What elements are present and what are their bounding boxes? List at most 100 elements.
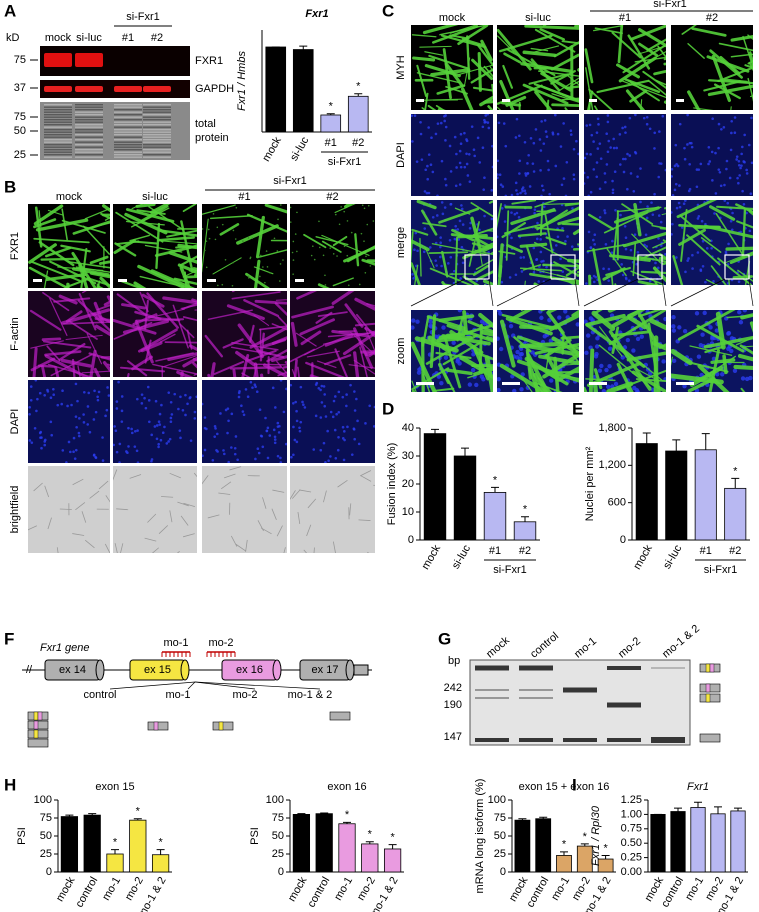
fiber: [277, 316, 287, 328]
nucleus: [459, 142, 463, 146]
nucleus: [159, 438, 163, 442]
nucleus: [50, 433, 54, 437]
fiber: [520, 310, 524, 312]
fiber: [501, 313, 552, 329]
fiber: [122, 319, 169, 334]
zoom-line: [496, 278, 552, 307]
band: [75, 114, 103, 116]
cell-outline: [113, 469, 118, 481]
fiber: [685, 360, 729, 373]
lane-label: control: [528, 630, 561, 660]
row-label: zoom: [395, 338, 407, 365]
cell-outline: [358, 519, 371, 521]
nucleus: [740, 164, 743, 167]
isoform: [27, 738, 49, 748]
fiber: [677, 310, 736, 341]
nucleus: [628, 116, 632, 120]
y-axis-label: PSI: [16, 827, 28, 845]
nucleus: [140, 393, 144, 396]
fiber: [497, 203, 502, 229]
nucleus: [587, 230, 591, 234]
exon-end: [345, 659, 355, 681]
fiber: [533, 282, 540, 285]
x-tick-label: mo-1: [549, 875, 572, 903]
nucleus: [744, 376, 750, 382]
marker-label: 147: [444, 731, 462, 743]
fiber: [44, 350, 82, 357]
fiber: [177, 263, 197, 275]
fiber: [711, 54, 732, 103]
speck: [234, 238, 237, 240]
band: [143, 121, 171, 123]
fiber: [470, 202, 493, 218]
treatment-label: mo-2: [232, 689, 257, 701]
fiber: [544, 202, 579, 205]
band: [114, 146, 142, 148]
nucleus: [682, 329, 688, 334]
nucleus: [113, 443, 116, 447]
fiber: [572, 247, 579, 251]
cell-outline: [220, 481, 232, 490]
nucleus: [518, 159, 522, 163]
error-bar: [111, 849, 119, 854]
error-bar: [580, 843, 589, 847]
nucleus: [481, 146, 485, 149]
nucleus: [455, 152, 458, 156]
y-tick-label: 0: [46, 866, 52, 878]
nucleus: [508, 276, 512, 279]
nucleus: [368, 404, 371, 408]
fiber: [157, 236, 195, 242]
fiber: [561, 335, 565, 355]
speck: [249, 256, 252, 259]
nucleus: [671, 193, 675, 196]
nucleus: [572, 147, 576, 151]
nucleus: [486, 114, 489, 116]
nucleus: [222, 449, 225, 452]
nucleus: [465, 139, 469, 143]
nucleus: [645, 216, 649, 220]
cell-outline: [158, 525, 169, 535]
fiber: [706, 55, 750, 73]
y-tick-label: 10: [402, 506, 414, 518]
nucleus: [443, 114, 446, 118]
nucleus: [74, 382, 78, 386]
nucleus: [569, 129, 573, 133]
fiber: [65, 334, 103, 341]
fiber: [460, 87, 474, 110]
fiber: [737, 353, 753, 362]
band: [75, 104, 103, 106]
fiber: [520, 375, 533, 392]
band: [75, 146, 103, 148]
fiber: [114, 242, 137, 257]
nucleus: [498, 346, 504, 352]
band: [75, 136, 103, 138]
x-tick-label: #2: [352, 137, 364, 149]
nucleus: [673, 164, 677, 168]
fiber: [532, 373, 549, 392]
significance: *: [583, 831, 588, 843]
nucleus: [713, 212, 716, 215]
bar: [106, 853, 124, 873]
nucleus: [435, 214, 439, 217]
fiber: [93, 301, 105, 324]
speck: [242, 240, 244, 242]
nucleus: [461, 223, 465, 226]
nucleus: [686, 259, 689, 262]
nucleus: [234, 435, 238, 438]
fiber: [497, 264, 503, 285]
nucleus: [711, 117, 714, 121]
nucleus: [189, 439, 193, 442]
row-label: F-actin: [9, 317, 21, 351]
micrograph: [202, 466, 287, 553]
nucleus: [592, 274, 596, 278]
error-bar: [701, 433, 710, 450]
morpholino-label: mo-1: [163, 637, 188, 649]
gel: [469, 659, 691, 746]
band: [75, 86, 103, 92]
error-bar: [518, 818, 527, 821]
nucleus: [680, 226, 684, 229]
nucleus: [179, 436, 182, 440]
y-tick-label: 20: [402, 478, 414, 490]
fiber: [536, 209, 568, 231]
nucleus: [454, 184, 458, 188]
